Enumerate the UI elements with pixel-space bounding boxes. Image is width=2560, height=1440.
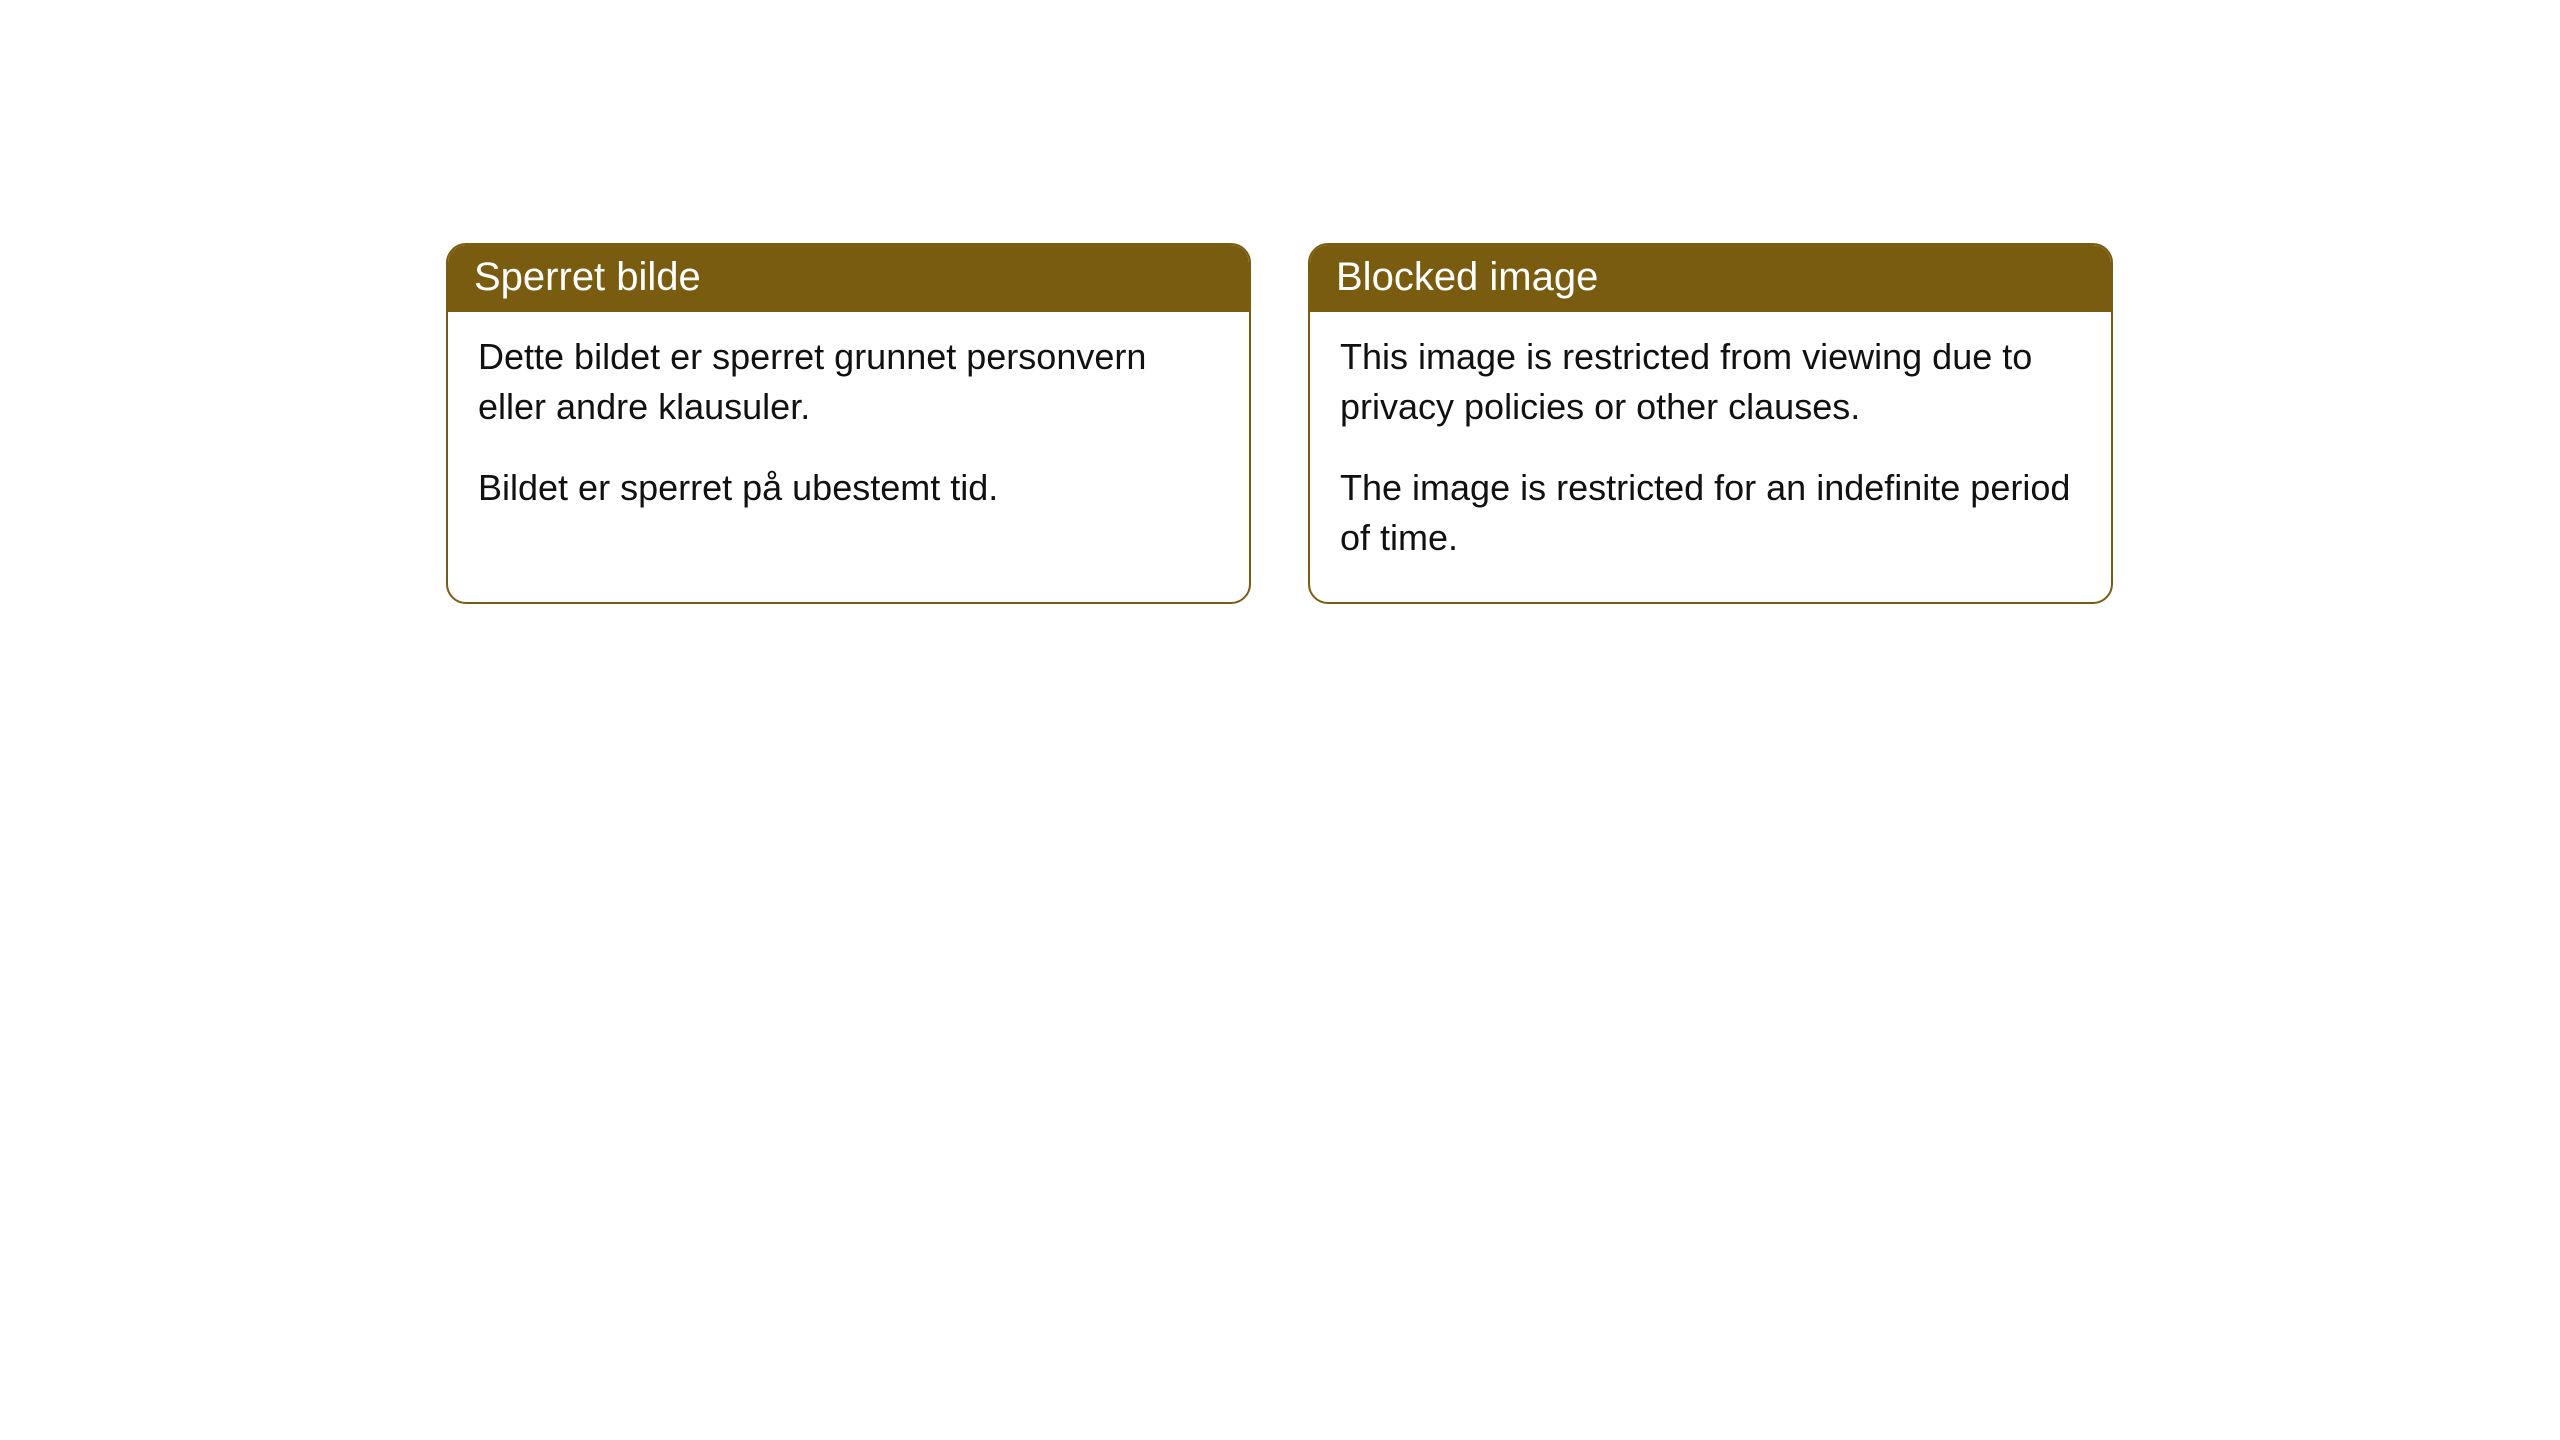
notice-paragraph1-norwegian: Dette bildet er sperret grunnet personve… [478,332,1219,433]
notice-paragraph1-english: This image is restricted from viewing du… [1340,332,2081,433]
notice-header-english: Blocked image [1310,245,2111,312]
notice-header-norwegian: Sperret bilde [448,245,1249,312]
notice-title-norwegian: Sperret bilde [474,255,701,299]
notice-body-norwegian: Dette bildet er sperret grunnet personve… [448,312,1249,551]
notice-cards-container: Sperret bilde Dette bildet er sperret gr… [446,243,2113,604]
notice-body-english: This image is restricted from viewing du… [1310,312,2111,602]
notice-card-norwegian: Sperret bilde Dette bildet er sperret gr… [446,243,1251,604]
notice-paragraph2-english: The image is restricted for an indefinit… [1340,463,2081,564]
notice-title-english: Blocked image [1336,255,1598,299]
notice-card-english: Blocked image This image is restricted f… [1308,243,2113,604]
notice-paragraph2-norwegian: Bildet er sperret på ubestemt tid. [478,463,1219,513]
